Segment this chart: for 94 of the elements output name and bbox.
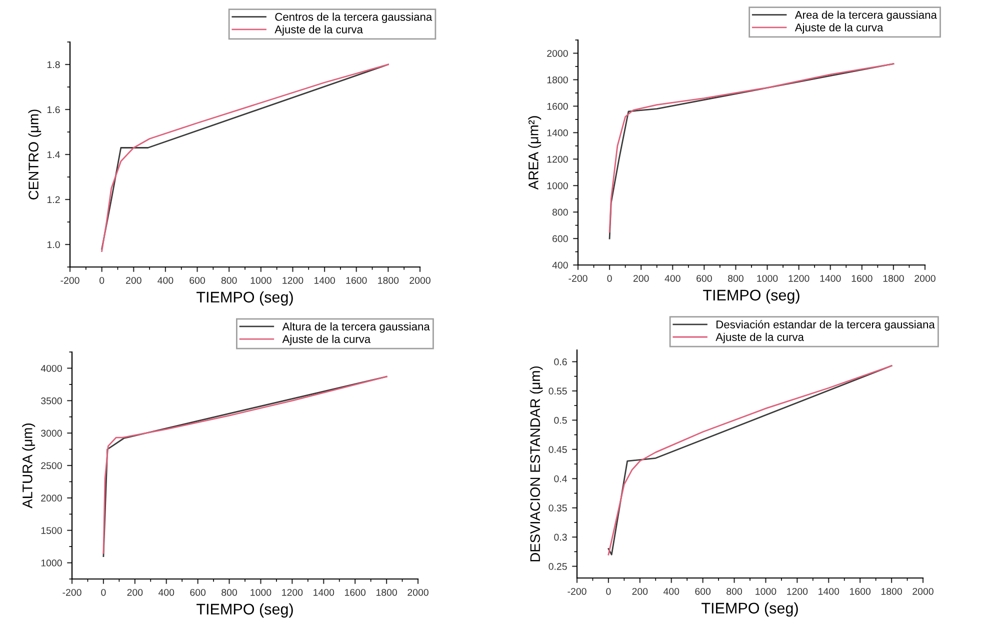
x-tick-label: 400: [663, 588, 680, 595]
y-tick-label: 1.4: [48, 151, 60, 158]
x-tick-label: 1200: [282, 588, 303, 596]
x-axis-title: TIEMPO (seg): [196, 291, 293, 306]
x-axis-title: TIEMPO (seg): [196, 603, 293, 618]
y-tick-label: 0.25: [548, 563, 567, 570]
x-tick-label: 1600: [852, 274, 872, 282]
x-tick-label: 0: [99, 276, 104, 284]
y-tick-label: 0.4: [554, 475, 567, 482]
legend-label: Area de la tercera gaussiana: [794, 10, 937, 21]
x-tick-label: 200: [127, 588, 143, 596]
y-tick-label: 0.3: [554, 534, 567, 541]
x-tick-label: 1000: [250, 588, 272, 596]
x-tick-label: 1800: [376, 588, 397, 596]
y-tick-label: 1800: [547, 76, 568, 84]
x-tick-label: 1800: [378, 276, 399, 284]
x-tick-label: 2000: [912, 588, 934, 595]
y-axis-title: CENTRO (μm): [28, 110, 42, 200]
x-tick-label: 400: [158, 276, 174, 284]
legend-label: Ajuste de la curva: [274, 25, 363, 36]
y-tick-label: 2000: [41, 494, 62, 502]
x-tick-label: 800: [728, 274, 744, 282]
y-tick-label: 1.2: [48, 196, 60, 204]
x-tick-label: 2000: [914, 274, 936, 282]
x-tick-label: 1800: [883, 274, 904, 282]
x-tick-label: 0: [607, 274, 612, 282]
legend-label: Centros de la tercera gaussiana: [275, 12, 432, 23]
y-tick-label: 600: [552, 235, 568, 242]
x-tick-label: 1400: [314, 276, 335, 284]
x-tick-label: 1800: [881, 588, 902, 595]
legend-label: Desviación estandar de la tercera gaussiana: [716, 320, 935, 331]
y-tick-label: 0.55: [548, 388, 567, 395]
line-series: [608, 365, 892, 556]
y-tick-label: 1.6: [48, 106, 60, 114]
y-tick-label: 1000: [547, 182, 568, 190]
x-tick-label: 0: [606, 588, 611, 595]
x-tick-label: 0: [101, 588, 106, 596]
x-tick-label: 400: [158, 588, 174, 596]
y-axis-title: ALTURA (μm): [22, 424, 36, 508]
y-tick-label: 1400: [547, 129, 568, 136]
x-tick-label: 1400: [818, 588, 840, 595]
x-tick-label: -200: [568, 274, 588, 282]
legend-label: Ajuste de la curva: [794, 23, 884, 34]
x-tick-label: 1600: [346, 276, 367, 284]
y-tick-label: 3000: [41, 430, 62, 437]
x-tick-label: -200: [62, 588, 82, 596]
legend-label: Ajuste de la curva: [282, 334, 371, 346]
x-tick-label: 2000: [408, 588, 428, 596]
y-tick-label: 1.0: [48, 241, 60, 248]
x-tick-label: 200: [633, 274, 649, 282]
y-tick-label: 1500: [41, 527, 62, 534]
x-tick-label: 1200: [788, 274, 810, 282]
legend-label: Ajuste de la curva: [716, 332, 804, 344]
x-tick-label: 200: [632, 588, 648, 595]
x-axis-title: TIEMPO (seg): [703, 289, 800, 304]
y-tick-label: 0.5: [554, 416, 567, 424]
x-tick-label: 1000: [757, 274, 778, 282]
x-tick-label: 600: [190, 276, 206, 284]
x-tick-label: 1200: [787, 588, 808, 595]
x-tick-label: 600: [190, 588, 206, 596]
x-tick-label: 600: [696, 274, 712, 282]
y-tick-label: 1200: [547, 156, 568, 163]
x-tick-label: 1000: [250, 276, 272, 284]
y-tick-label: 0.6: [554, 358, 567, 366]
x-tick-label: 1000: [756, 588, 776, 595]
y-tick-label: 4000: [40, 364, 62, 372]
legend-label: Altura de la tercera gaussiana: [282, 322, 430, 333]
x-tick-label: 800: [221, 276, 237, 284]
y-tick-label: 1000: [41, 560, 62, 566]
y-tick-label: 800: [552, 208, 568, 216]
x-tick-label: 800: [726, 588, 742, 595]
x-tick-label: 1600: [850, 588, 871, 595]
x-tick-label: 1400: [820, 274, 841, 282]
x-tick-label: 1200: [282, 276, 304, 284]
x-tick-label: -200: [568, 588, 586, 595]
y-tick-label: 400: [552, 262, 568, 269]
x-tick-label: 800: [222, 588, 238, 596]
y-axis-title: AREA (μm²): [528, 116, 542, 190]
x-tick-label: 600: [695, 588, 711, 595]
x-tick-label: 200: [126, 276, 142, 284]
y-tick-label: 0.35: [548, 504, 567, 512]
x-tick-label: 2000: [410, 276, 430, 284]
y-tick-label: 1600: [547, 102, 568, 110]
x-tick-label: -200: [60, 276, 80, 284]
y-tick-label: 2000: [547, 50, 568, 57]
y-tick-label: 1.8: [48, 61, 60, 68]
y-tick-label: 0.45: [548, 446, 567, 454]
x-tick-label: 1600: [345, 588, 366, 596]
y-tick-label: 3500: [41, 397, 62, 404]
y-axis-title: DESVIACION ESTANDAR (μm): [530, 366, 543, 562]
x-tick-label: 1400: [314, 588, 334, 596]
x-tick-label: 400: [664, 274, 680, 282]
x-axis-title: TIEMPO (seg): [702, 602, 798, 617]
y-tick-label: 2500: [41, 462, 62, 470]
